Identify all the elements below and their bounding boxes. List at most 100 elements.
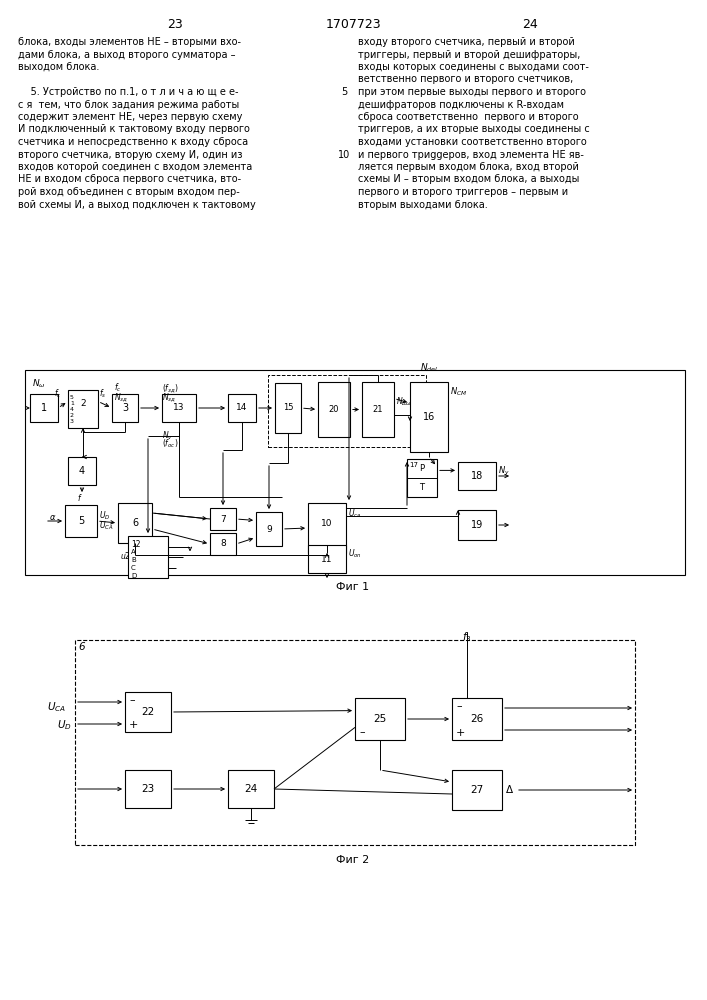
Text: 5. Устройство по п.1, о т л и ч а ю щ е е-: 5. Устройство по п.1, о т л и ч а ю щ е … xyxy=(18,87,238,97)
Text: D: D xyxy=(131,573,136,579)
Text: 26: 26 xyxy=(470,714,484,724)
Text: ветственно первого и второго счетчиков,: ветственно первого и второго счетчиков, xyxy=(358,75,573,85)
Text: 8: 8 xyxy=(220,540,226,548)
Text: 4: 4 xyxy=(70,407,74,412)
Text: $f_3$: $f_3$ xyxy=(462,630,472,644)
Text: –: – xyxy=(456,701,462,711)
Text: C: C xyxy=(131,565,136,571)
Text: +: + xyxy=(456,728,465,738)
Bar xyxy=(68,457,96,485)
Text: ляется первым входом блока, вход второй: ляется первым входом блока, вход второй xyxy=(358,162,579,172)
Text: $f_c$: $f_c$ xyxy=(54,387,62,399)
Text: И подключенный к тактовому входу первого: И подключенный к тактовому входу первого xyxy=(18,124,250,134)
Bar xyxy=(112,394,138,422)
Text: $(f_{oc})$: $(f_{oc})$ xyxy=(162,437,178,450)
Bar xyxy=(228,770,274,808)
Text: 22: 22 xyxy=(141,707,155,717)
Bar xyxy=(210,508,236,530)
Bar xyxy=(128,536,168,578)
Text: 2: 2 xyxy=(80,399,86,408)
Text: 5: 5 xyxy=(78,516,84,526)
Bar xyxy=(125,692,171,732)
Text: счетчика и непосредственно к входу сброса: счетчика и непосредственно к входу сброс… xyxy=(18,137,248,147)
Bar xyxy=(125,770,171,808)
Bar xyxy=(410,382,448,452)
Text: 25: 25 xyxy=(373,714,387,724)
Text: входами установки соответственно второго: входами установки соответственно второго xyxy=(358,137,587,147)
Text: $U_D$: $U_D$ xyxy=(57,718,72,732)
Bar xyxy=(68,390,98,428)
Bar xyxy=(452,698,502,740)
Text: 10: 10 xyxy=(338,149,350,159)
Text: дами блока, а выход второго сумматора –: дами блока, а выход второго сумматора – xyxy=(18,49,235,60)
Text: сброса соответственно  первого и второго: сброса соответственно первого и второго xyxy=(358,112,578,122)
Text: $N_{зд}$: $N_{зд}$ xyxy=(114,391,128,404)
Text: Δ: Δ xyxy=(506,785,513,795)
Text: $U_{CA}$: $U_{CA}$ xyxy=(47,700,66,714)
Bar xyxy=(256,512,282,546)
Text: $N_{\Delta\omega}$: $N_{\Delta\omega}$ xyxy=(396,396,411,408)
Text: 23: 23 xyxy=(141,784,155,794)
Text: дешифраторов подключены к R-входам: дешифраторов подключены к R-входам xyxy=(358,100,564,109)
Text: 7: 7 xyxy=(220,514,226,524)
Bar xyxy=(355,698,405,740)
Text: 1: 1 xyxy=(70,401,74,406)
Bar xyxy=(308,503,346,553)
Bar xyxy=(452,770,502,810)
Text: при этом первые выходы первого и второго: при этом первые выходы первого и второго xyxy=(358,87,586,97)
Bar xyxy=(407,459,437,497)
Text: B: B xyxy=(131,557,136,563)
Text: $(f_{зд})$: $(f_{зд})$ xyxy=(162,382,179,395)
Text: вой схемы И, а выход подключен к тактовому: вой схемы И, а выход подключен к тактово… xyxy=(18,200,256,210)
Text: $U_{ca}$: $U_{ca}$ xyxy=(348,508,361,520)
Text: 16: 16 xyxy=(423,412,435,422)
Text: $N_v$: $N_v$ xyxy=(162,429,173,442)
Text: НЕ и входом сброса первого счетчика, вто-: НЕ и входом сброса первого счетчика, вто… xyxy=(18,174,241,184)
Text: рой вход объединен с вторым входом пер-: рой вход объединен с вторым входом пер- xyxy=(18,187,240,197)
Bar xyxy=(30,394,58,422)
Text: второго счетчика, вторую схему И, один из: второго счетчика, вторую схему И, один и… xyxy=(18,149,243,159)
Text: 9: 9 xyxy=(266,524,272,534)
Bar xyxy=(75,640,635,845)
Text: Фиг 2: Фиг 2 xyxy=(337,855,370,865)
Text: 4: 4 xyxy=(79,466,85,476)
Text: 27: 27 xyxy=(470,785,484,795)
Text: блока, входы элементов НЕ – вторыми вхо-: блока, входы элементов НЕ – вторыми вхо- xyxy=(18,37,241,47)
Text: выходом блока.: выходом блока. xyxy=(18,62,100,72)
Text: 21: 21 xyxy=(373,405,383,414)
Text: 3: 3 xyxy=(70,419,74,424)
Text: A: A xyxy=(131,549,136,555)
Text: 17: 17 xyxy=(409,462,418,468)
Text: 15: 15 xyxy=(283,403,293,412)
Bar xyxy=(210,533,236,555)
Text: +: + xyxy=(129,720,139,730)
Text: 12: 12 xyxy=(131,540,141,549)
Text: 10: 10 xyxy=(321,518,333,528)
Text: $N_{del}$: $N_{del}$ xyxy=(420,362,438,374)
Text: 5: 5 xyxy=(341,87,347,97)
Text: и первого триggеров, вход элемента НЕ яв-: и первого триggеров, вход элемента НЕ яв… xyxy=(358,149,584,159)
Bar xyxy=(362,382,394,437)
Text: 5: 5 xyxy=(70,395,74,400)
Text: 24: 24 xyxy=(245,784,257,794)
Text: содержит элемент НЕ, через первую схему: содержит элемент НЕ, через первую схему xyxy=(18,112,243,122)
Bar xyxy=(25,370,685,575)
Text: 23: 23 xyxy=(167,18,183,31)
Text: $u2$: $u2$ xyxy=(120,550,131,561)
Text: 1: 1 xyxy=(41,403,47,413)
Text: 1707723: 1707723 xyxy=(325,18,381,31)
Text: $U_D$: $U_D$ xyxy=(99,510,110,522)
Text: $U_{on}$: $U_{on}$ xyxy=(348,548,362,560)
Text: $f_c$: $f_c$ xyxy=(114,382,122,394)
Text: $U_{CA}$: $U_{CA}$ xyxy=(99,519,114,532)
Text: триггеров, а их вторые выходы соединены с: триггеров, а их вторые выходы соединены … xyxy=(358,124,590,134)
Text: $N_{зд}$: $N_{зд}$ xyxy=(162,391,176,404)
Text: 20: 20 xyxy=(329,405,339,414)
Bar xyxy=(162,394,196,422)
Text: 18: 18 xyxy=(471,471,483,481)
Text: вторым выходами блока.: вторым выходами блока. xyxy=(358,200,488,210)
Text: $f_s$: $f_s$ xyxy=(99,387,106,399)
Bar xyxy=(458,462,496,490)
Text: триггеры, первый и второй дешифраторы,: триггеры, первый и второй дешифраторы, xyxy=(358,49,580,60)
Text: входов которой соединен с входом элемента: входов которой соединен с входом элемент… xyxy=(18,162,252,172)
